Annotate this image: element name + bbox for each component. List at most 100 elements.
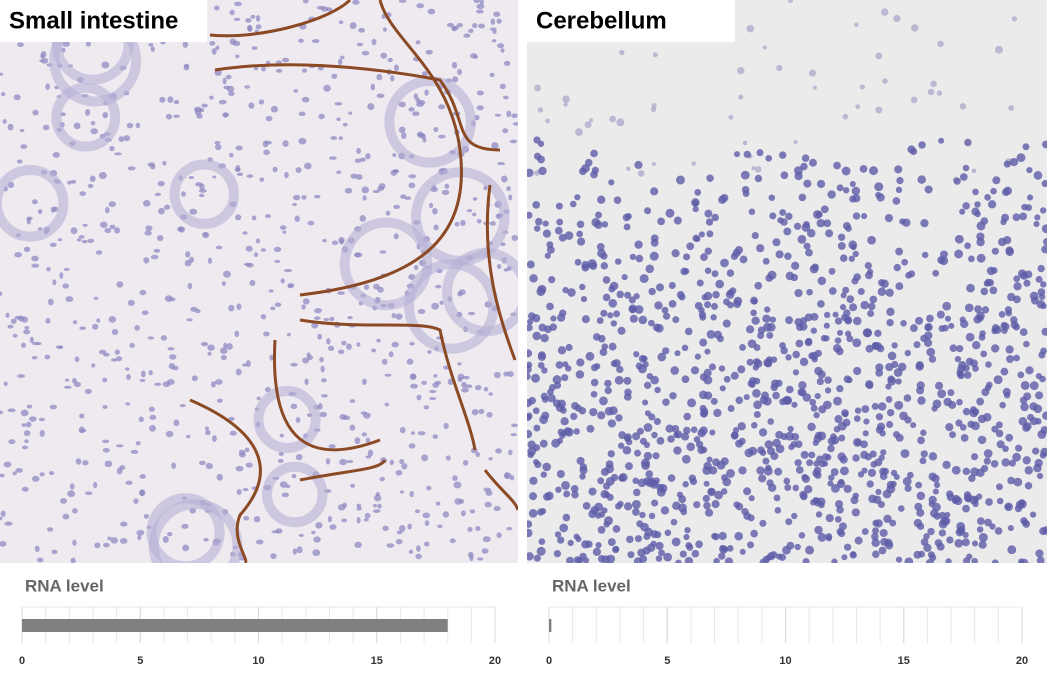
nucleus [478, 408, 485, 415]
nucleus [551, 438, 561, 448]
nucleus [341, 518, 348, 523]
nucleus [457, 291, 463, 297]
nucleus [270, 105, 278, 113]
nucleus [904, 484, 912, 492]
nucleus [1034, 214, 1041, 221]
nucleus [69, 483, 75, 490]
nucleus [529, 492, 538, 501]
nucleus [873, 495, 882, 504]
nucleus [773, 494, 781, 502]
nucleus [511, 234, 518, 241]
nucleus [876, 193, 885, 202]
nucleus [604, 379, 612, 388]
nucleus [653, 417, 661, 426]
nucleus [703, 480, 710, 487]
nucleus [449, 538, 456, 544]
nucleus [669, 392, 677, 400]
nucleus [997, 237, 1007, 247]
nucleus [895, 556, 903, 563]
nucleus [885, 396, 893, 403]
nucleus [223, 85, 230, 90]
nucleus [258, 99, 265, 105]
nucleus [553, 550, 562, 558]
crypt [0, 165, 69, 242]
nucleus [600, 262, 608, 270]
nucleus [104, 206, 110, 214]
nucleus [650, 375, 659, 385]
nucleus [59, 272, 64, 279]
nucleus [362, 195, 367, 201]
nucleus [843, 315, 852, 324]
nucleus [468, 28, 474, 34]
nucleus [503, 95, 509, 100]
nucleus [795, 339, 804, 348]
nucleus [286, 332, 291, 337]
nucleus [728, 114, 734, 120]
nucleus [499, 83, 506, 90]
nucleus [775, 444, 785, 454]
nucleus [913, 341, 921, 349]
nucleus [875, 363, 884, 372]
nucleus [574, 194, 581, 201]
nucleus [244, 85, 250, 89]
nucleus [644, 410, 651, 417]
nucleus [869, 166, 878, 176]
nucleus [937, 256, 946, 265]
x-tick-label: 0 [19, 655, 25, 667]
nucleus [735, 396, 744, 405]
nucleus [347, 315, 353, 320]
nucleus [671, 537, 681, 547]
nucleus [859, 84, 865, 90]
nucleus [398, 525, 406, 532]
nucleus [853, 415, 861, 422]
nucleus [839, 466, 849, 476]
nucleus [413, 264, 419, 271]
nucleus [817, 300, 825, 308]
nucleus [648, 512, 656, 520]
nucleus [798, 381, 807, 390]
nucleus [1008, 459, 1016, 467]
nucleus [496, 264, 502, 270]
nucleus [694, 235, 701, 242]
nucleus [794, 166, 803, 175]
nucleus [327, 515, 332, 523]
nucleus [726, 469, 735, 478]
nucleus [652, 323, 661, 332]
nucleus [546, 302, 554, 311]
nucleus [235, 368, 242, 376]
nucleus [778, 151, 787, 159]
nucleus [1029, 511, 1037, 518]
nucleus [527, 429, 533, 439]
nucleus [884, 538, 893, 547]
nucleus [350, 483, 356, 488]
nucleus [126, 122, 134, 129]
nucleus [818, 405, 827, 414]
nucleus [527, 412, 533, 420]
nucleus [293, 89, 299, 93]
nucleus [167, 531, 173, 537]
nucleus [274, 302, 282, 307]
nucleus [875, 413, 884, 421]
nucleus [380, 52, 388, 59]
nucleus [624, 462, 633, 471]
nucleus [937, 40, 944, 48]
nucleus [651, 161, 656, 166]
nucleus [792, 484, 800, 492]
nucleus [233, 40, 241, 47]
nucleus [651, 431, 658, 439]
nucleus [221, 280, 226, 287]
nucleus [417, 308, 426, 315]
nucleus [256, 396, 261, 401]
nucleus [527, 447, 537, 456]
nucleus [662, 398, 670, 406]
nucleus [766, 356, 773, 363]
nucleus [214, 379, 223, 385]
nucleus [953, 496, 963, 506]
nucleus [932, 269, 940, 277]
nucleus [489, 72, 495, 78]
nucleus [710, 302, 719, 310]
nucleus [486, 412, 493, 418]
nucleus [79, 413, 85, 419]
nucleus [613, 310, 621, 318]
nucleus [698, 231, 705, 238]
